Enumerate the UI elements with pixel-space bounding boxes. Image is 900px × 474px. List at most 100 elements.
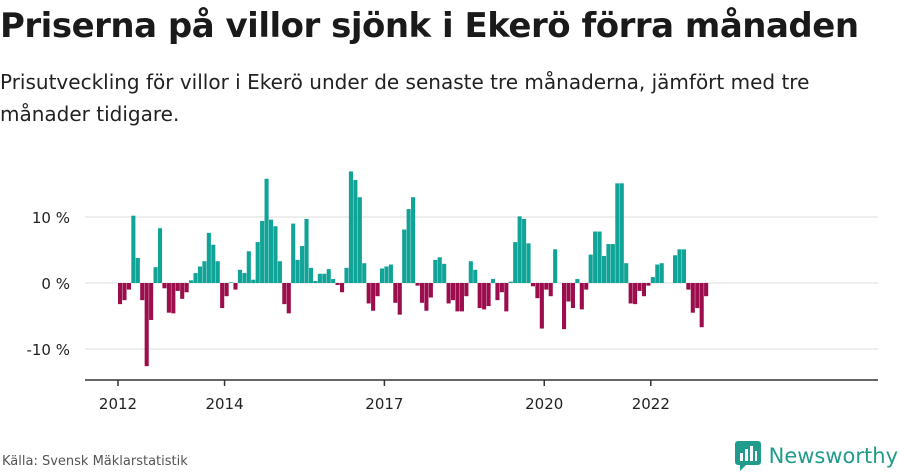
bar xyxy=(291,223,296,283)
x-tick-label: 2012 xyxy=(99,395,137,413)
bar xyxy=(459,283,464,312)
bar xyxy=(477,283,482,309)
bar xyxy=(273,226,278,283)
bar xyxy=(424,283,429,311)
bar xyxy=(704,283,709,297)
bar xyxy=(246,251,251,283)
bar xyxy=(539,283,544,329)
bar xyxy=(633,283,638,305)
bar xyxy=(362,263,367,283)
bar xyxy=(211,244,216,283)
bar xyxy=(699,283,704,328)
y-tick-label: 0 % xyxy=(41,275,70,293)
bar xyxy=(375,283,380,297)
bar xyxy=(606,244,611,283)
bar xyxy=(446,283,451,304)
bar xyxy=(282,283,287,305)
bar xyxy=(508,281,513,283)
bar xyxy=(180,283,185,299)
bar xyxy=(166,283,171,313)
bar xyxy=(402,229,407,283)
bar xyxy=(157,228,163,283)
bar xyxy=(206,232,211,283)
bar xyxy=(348,171,353,283)
bar xyxy=(300,246,305,283)
bar xyxy=(397,283,402,315)
bar xyxy=(597,231,602,283)
bar xyxy=(526,243,531,283)
bar xyxy=(419,283,425,303)
bar xyxy=(237,269,242,283)
bar xyxy=(504,283,509,312)
brand-logo: Newsworthy xyxy=(734,440,898,472)
bar xyxy=(513,242,518,283)
bar xyxy=(379,268,385,283)
bar xyxy=(473,269,478,283)
bar xyxy=(189,280,194,283)
bar xyxy=(486,283,491,307)
bar xyxy=(566,283,571,302)
bar xyxy=(499,283,504,293)
bar xyxy=(202,261,207,283)
bar xyxy=(544,283,549,290)
bar xyxy=(677,249,682,283)
bar xyxy=(681,249,686,283)
bar xyxy=(264,178,269,283)
bar xyxy=(628,283,633,304)
bar xyxy=(655,264,660,283)
bar xyxy=(579,283,584,310)
x-tick-label: 2020 xyxy=(525,395,563,413)
bar xyxy=(575,279,580,283)
bar xyxy=(650,277,655,283)
bar xyxy=(495,283,500,301)
x-tick-label: 2022 xyxy=(632,395,670,413)
y-tick-label: 10 % xyxy=(32,209,70,227)
bar xyxy=(242,273,247,283)
bar xyxy=(673,255,678,283)
bar xyxy=(388,264,393,283)
bar xyxy=(615,183,620,283)
bar xyxy=(122,283,127,301)
latest-value-label: -2 % xyxy=(702,0,736,4)
bar xyxy=(260,220,265,283)
bar xyxy=(197,266,203,283)
bar xyxy=(344,267,349,283)
bar xyxy=(366,283,371,304)
bar xyxy=(251,279,256,283)
newsworthy-logo-icon xyxy=(734,441,761,471)
bar xyxy=(522,218,527,283)
bar xyxy=(126,283,131,290)
bar xyxy=(610,244,615,283)
bar xyxy=(686,283,691,290)
y-tick-label: -10 % xyxy=(26,341,70,359)
bar xyxy=(411,197,416,283)
bar xyxy=(326,269,331,283)
bar xyxy=(415,283,420,286)
bar xyxy=(331,279,336,283)
chart-subtitle: Prisutveckling för villor i Ekerö under … xyxy=(0,70,810,126)
bar xyxy=(193,273,198,283)
bar xyxy=(437,257,442,283)
bar xyxy=(220,283,225,309)
bar xyxy=(690,283,695,313)
bar xyxy=(584,283,589,290)
bar xyxy=(593,231,598,283)
bar xyxy=(384,266,389,283)
bar xyxy=(277,261,282,283)
bar xyxy=(535,283,540,299)
bar xyxy=(695,283,700,309)
bar xyxy=(406,209,411,283)
bar xyxy=(255,242,260,283)
bar xyxy=(646,283,651,286)
bar xyxy=(442,263,447,283)
bar xyxy=(433,259,438,283)
bar xyxy=(153,267,158,283)
bar xyxy=(548,283,553,297)
bar xyxy=(601,255,607,283)
bar xyxy=(624,263,629,283)
bar xyxy=(184,283,189,293)
source-note: Källa: Svensk Mäklarstatistik xyxy=(2,454,188,469)
bar xyxy=(562,283,567,330)
bar xyxy=(304,218,309,283)
